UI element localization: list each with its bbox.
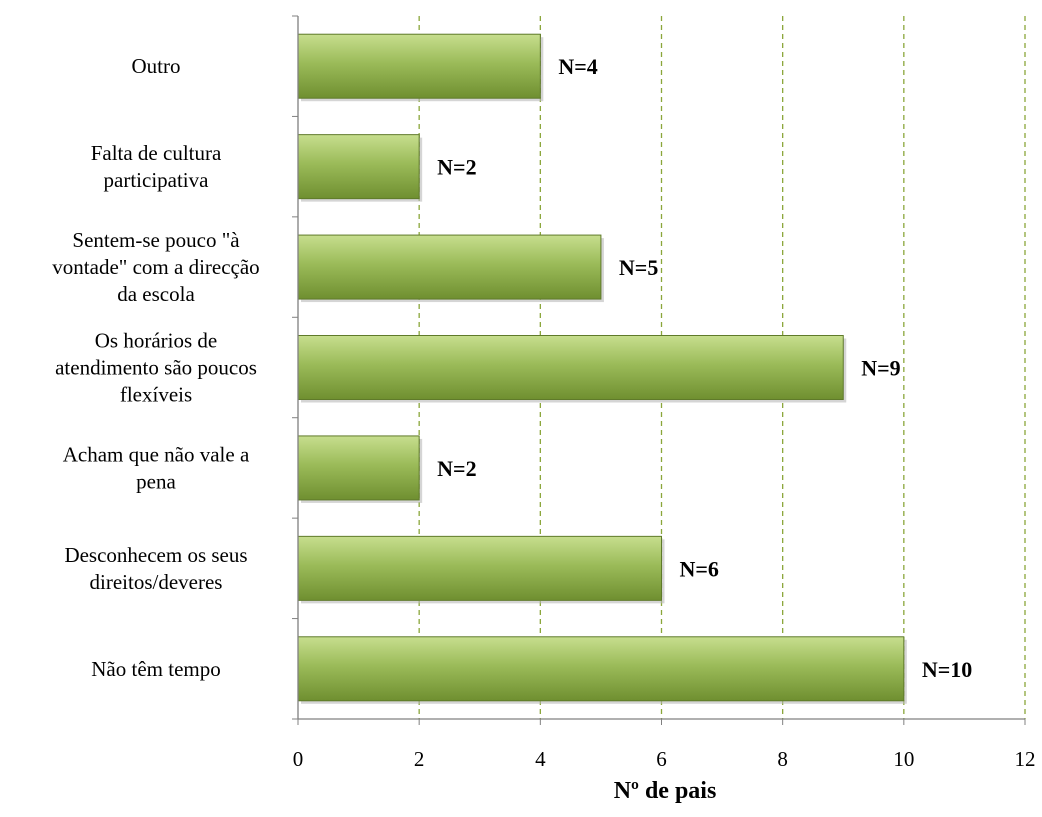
bar — [297, 435, 420, 501]
x-tick-label: 0 — [293, 747, 304, 771]
bar — [297, 335, 844, 400]
x-tick-label: 2 — [414, 747, 425, 771]
category-label: Não têm tempo — [91, 657, 220, 681]
axes — [292, 15, 1026, 725]
data-label: N=2 — [437, 155, 476, 180]
data-label: N=5 — [619, 255, 658, 280]
category-label: vontade" com a direcção — [52, 255, 259, 279]
x-tick-label: 8 — [777, 747, 788, 771]
bars — [297, 33, 907, 704]
bar — [297, 636, 905, 702]
x-tick-label: 6 — [656, 747, 667, 771]
bar — [297, 33, 541, 99]
data-label: N=9 — [861, 356, 900, 381]
category-label: flexíveis — [120, 383, 192, 407]
x-tick-label: 10 — [893, 747, 914, 771]
category-label: Sentem-se pouco "à — [72, 228, 240, 252]
category-label: pena — [136, 469, 176, 493]
category-label: atendimento são poucos — [55, 356, 257, 380]
x-axis-title: Nº de pais — [614, 778, 717, 804]
data-label: N=4 — [558, 54, 597, 79]
bar — [297, 134, 420, 200]
bar — [297, 234, 602, 300]
category-label: Falta de cultura — [91, 141, 222, 165]
data-label: N=10 — [922, 657, 972, 682]
data-label: N=2 — [437, 456, 476, 481]
category-label: Os horários de — [95, 329, 217, 353]
category-label: da escola — [117, 282, 195, 306]
category-label: Desconhecem os seus — [64, 543, 247, 567]
category-label: participativa — [104, 168, 210, 192]
labels: 0 2 4 6 8 10 12 N=4 Outro N=2 Falta de cultura part… — [52, 54, 1035, 771]
x-tick-label: 12 — [1015, 747, 1036, 771]
category-label: Outro — [132, 54, 181, 78]
category-label: direitos/deveres — [90, 570, 223, 594]
data-label: N=6 — [680, 556, 719, 581]
bar — [297, 535, 662, 601]
x-tick-label: 4 — [535, 747, 546, 771]
category-label: Acham que não vale a — [63, 442, 250, 466]
